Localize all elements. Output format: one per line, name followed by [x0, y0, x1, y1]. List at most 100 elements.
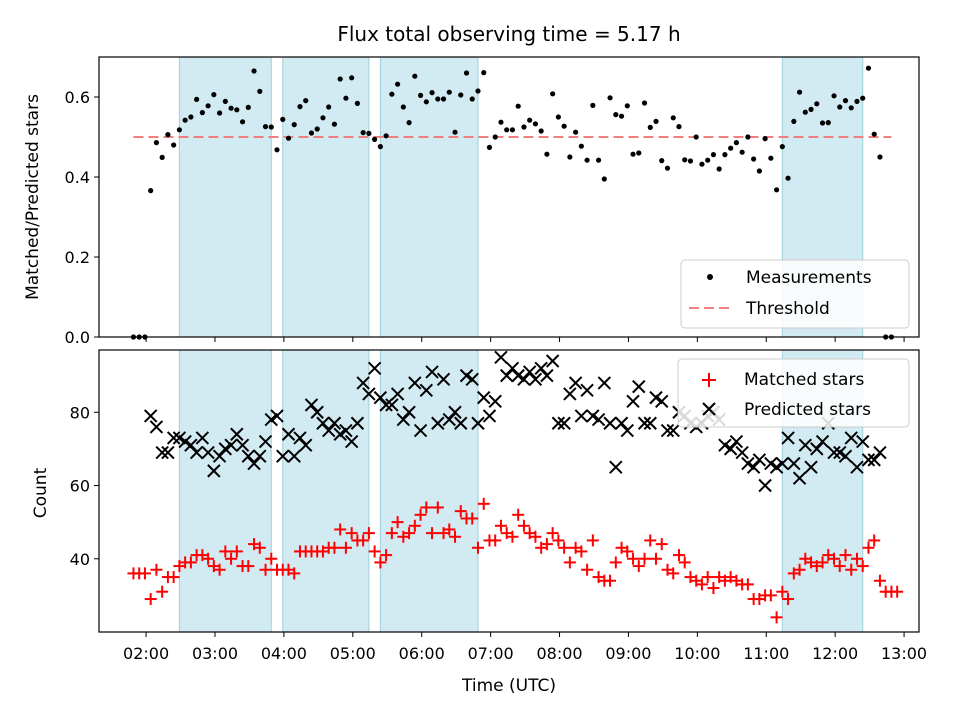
predicted-star-point — [184, 438, 198, 452]
measurement-point — [762, 136, 768, 142]
measurement-point — [745, 134, 751, 140]
measurement-point — [423, 99, 429, 105]
measurement-point — [664, 165, 671, 171]
matched-star-point — [328, 541, 341, 554]
measurement-point — [285, 135, 292, 141]
matched-star-point — [443, 523, 456, 536]
predicted-star-point — [316, 416, 330, 430]
measurement-point — [544, 151, 550, 157]
measurement-point — [228, 105, 234, 111]
measurement-point — [239, 119, 246, 125]
measurement-point — [515, 103, 521, 109]
measurement-point — [561, 123, 567, 129]
measurement-point — [475, 88, 481, 94]
measurement-point — [360, 130, 366, 136]
predicted-star-point — [614, 416, 629, 430]
y-tick-label: 0.0 — [65, 328, 90, 347]
matched-star-point — [374, 556, 387, 569]
predicted-star-point — [775, 456, 790, 471]
measurement-point — [406, 120, 412, 126]
x-tick-label: 10:00 — [674, 644, 720, 663]
observing-window — [178, 349, 272, 633]
measurement-point — [653, 118, 659, 124]
measurement-point — [814, 101, 820, 107]
predicted-star-point — [666, 423, 680, 438]
predicted-star-point — [499, 368, 514, 383]
measurement-point — [148, 188, 154, 194]
measurement-point — [262, 124, 269, 130]
measurement-point — [687, 158, 694, 164]
predicted-star-point — [804, 460, 818, 474]
predicted-star-point — [528, 372, 543, 387]
matched-star-point — [621, 545, 634, 558]
predicted-star-point — [620, 423, 634, 438]
predicted-star-point — [787, 456, 801, 471]
predicted-star-point — [235, 438, 250, 452]
measurement-point — [354, 100, 361, 106]
predicted-star-point — [798, 438, 813, 452]
predicted-star-point — [580, 383, 594, 397]
predicted-star-point — [402, 405, 416, 419]
matched-star-point — [167, 571, 180, 584]
measurement-point — [308, 130, 315, 136]
measurement-point — [860, 95, 866, 101]
measurement-point — [538, 128, 544, 134]
measurement-point — [165, 132, 171, 138]
predicted-star-point — [574, 409, 589, 423]
matched-star-point — [259, 563, 272, 576]
measurement-point — [693, 134, 699, 140]
predicted-star-point — [465, 372, 479, 387]
measurement-point — [796, 89, 803, 95]
predicted-star-point — [557, 416, 571, 430]
measurement-point — [377, 144, 383, 150]
matched-star-point — [891, 585, 904, 598]
measurement-point — [412, 73, 418, 79]
measurement-point — [877, 154, 883, 160]
measurement-point — [521, 124, 527, 130]
measurement-point — [343, 95, 349, 101]
measurement-point — [751, 156, 757, 162]
matched-star-point — [494, 519, 507, 532]
matched-star-point — [489, 534, 502, 547]
predicted-star-point — [488, 394, 502, 408]
matched-star-point — [862, 541, 875, 554]
matched-star-point — [385, 527, 398, 540]
predicted-star-point — [362, 387, 376, 401]
predicted-star-point — [396, 412, 411, 427]
predicted-star-point — [591, 412, 606, 427]
predicted-star-point — [344, 434, 359, 449]
legend-dot-icon — [707, 274, 713, 280]
predicted-star-point — [281, 427, 296, 441]
measurement-point — [366, 130, 372, 136]
measurement-point — [641, 100, 648, 106]
predicted-star-point — [637, 416, 652, 430]
matched-star-point — [339, 541, 352, 554]
measurement-point — [280, 116, 286, 122]
predicted-star-point — [568, 376, 583, 390]
x-tick-label: 02:00 — [123, 644, 169, 663]
predicted-star-point — [522, 365, 537, 379]
matched-star-point — [839, 549, 852, 562]
measurement-point — [435, 96, 441, 102]
measurement-point — [486, 144, 493, 150]
predicted-star-point — [758, 478, 772, 493]
matched-star-point — [776, 585, 789, 598]
matched-star-point — [638, 552, 651, 565]
matched-star-point — [391, 516, 404, 529]
predicted-star-point — [373, 390, 388, 405]
predicted-star-point — [408, 376, 422, 390]
measurement-point — [647, 124, 653, 130]
matched-star-point — [184, 556, 197, 569]
predicted-star-point — [723, 442, 738, 456]
predicted-star-point — [413, 423, 428, 438]
matched-star-point — [512, 508, 525, 521]
measurement-point — [710, 152, 717, 158]
predicted-star-point — [632, 379, 646, 394]
measurement-point — [613, 112, 619, 118]
predicted-star-point — [551, 416, 566, 430]
predicted-star-point — [385, 398, 399, 412]
predicted-star-point — [494, 350, 508, 365]
matched-star-point — [793, 563, 806, 576]
matched-star-point — [828, 552, 841, 565]
matched-star-point — [380, 549, 393, 562]
